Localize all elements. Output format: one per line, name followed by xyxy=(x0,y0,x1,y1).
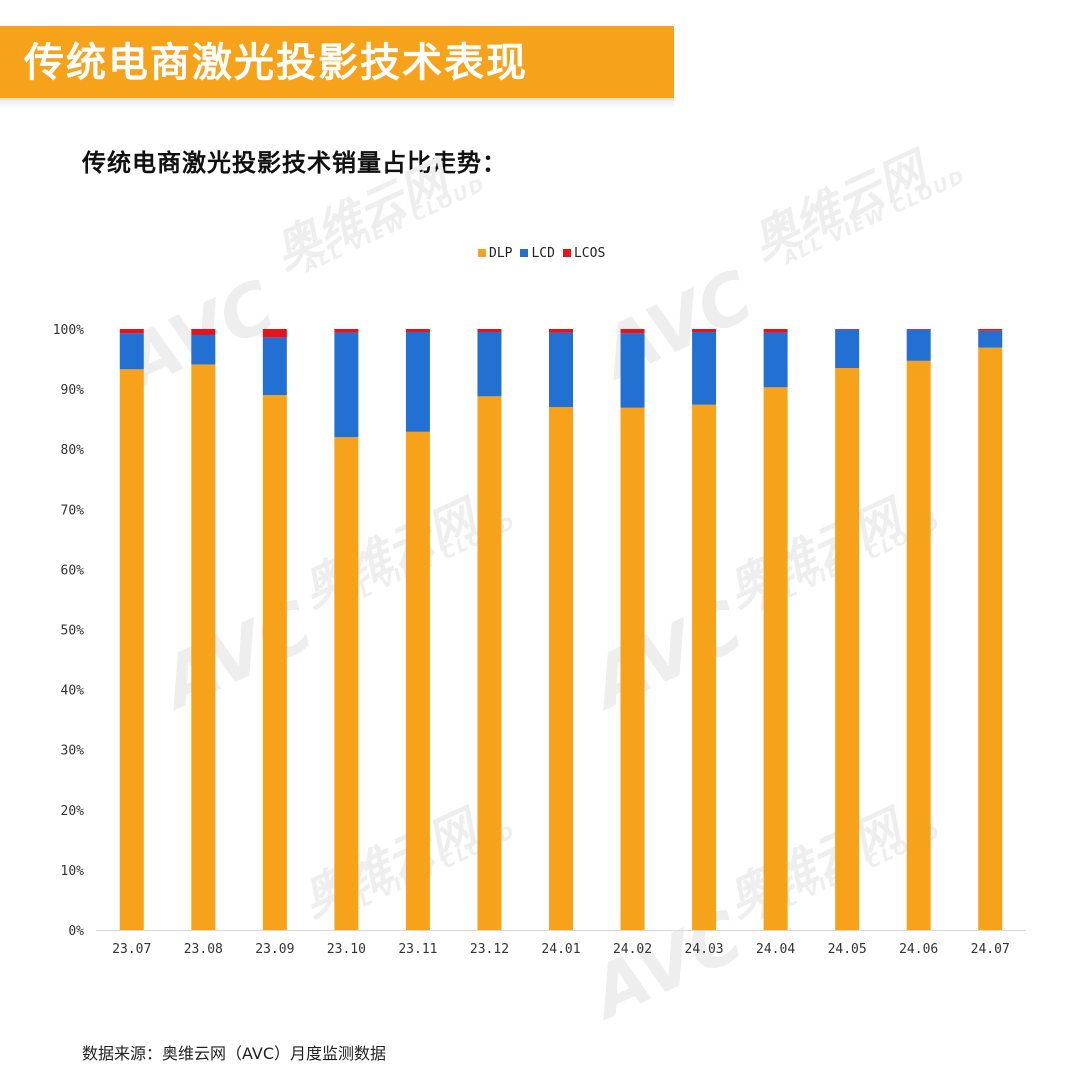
x-tick-label: 24.06 xyxy=(899,942,938,957)
bar-lcd xyxy=(692,332,717,405)
chart-subtitle: 传统电商激光投影技术销量占比走势： xyxy=(82,149,507,177)
header-banner xyxy=(0,26,674,100)
y-tick-label: 10% xyxy=(61,864,85,879)
y-tick-label: 40% xyxy=(61,684,85,699)
x-tick-label: 24.04 xyxy=(756,942,795,957)
x-tick-label: 23.10 xyxy=(327,942,366,957)
bar-lcd xyxy=(262,337,287,396)
legend-item-lcd: LCD xyxy=(520,245,555,261)
bar-lcos xyxy=(334,329,359,333)
y-tick-label: 50% xyxy=(61,624,85,639)
legend-swatch-dlp xyxy=(478,249,486,257)
bar-dlp xyxy=(692,404,717,931)
bar-lcos xyxy=(119,329,144,334)
bar-dlp xyxy=(477,396,502,930)
legend-item-dlp: DLP xyxy=(478,246,512,261)
header-shadow xyxy=(0,98,674,108)
y-tick-label: 0% xyxy=(68,924,84,939)
data-source-note: 数据来源：奥维云网（AVC）月度监测数据 xyxy=(82,1044,387,1063)
bar-dlp xyxy=(119,369,144,930)
legend-label: DLP xyxy=(489,245,513,261)
y-tick-label: 100% xyxy=(53,323,84,338)
legend-label: LCOS xyxy=(573,245,606,261)
bar-lcos xyxy=(262,329,287,338)
bar-dlp xyxy=(620,407,645,931)
bar-lcd xyxy=(549,332,573,408)
bar-lcos xyxy=(549,329,573,333)
x-tick-label: 23.07 xyxy=(112,942,151,957)
bar-dlp xyxy=(835,368,860,930)
bar-lcos xyxy=(763,329,788,333)
bar-lcos xyxy=(191,329,216,336)
bar-lcos xyxy=(405,329,430,332)
y-tick-label: 30% xyxy=(61,744,85,759)
bar-lcd xyxy=(835,329,860,369)
x-tick-label: 24.07 xyxy=(971,942,1010,957)
legend-item-lcos: LCOS xyxy=(562,245,606,261)
bar-dlp xyxy=(334,437,359,930)
x-tick-label: 23.08 xyxy=(184,942,223,957)
x-tick-label: 24.02 xyxy=(613,942,652,957)
x-tick-label: 23.09 xyxy=(255,942,294,957)
y-tick-label: 20% xyxy=(61,804,85,819)
bar-lcd xyxy=(334,332,359,438)
bar-lcos xyxy=(477,329,502,332)
bar-lcd xyxy=(477,332,502,397)
bar-lcd xyxy=(620,333,645,408)
bar-dlp xyxy=(978,347,1003,930)
bar-lcos xyxy=(835,329,860,330)
bar-lcd xyxy=(906,329,931,361)
bar-dlp xyxy=(906,360,931,931)
y-tick-label: 80% xyxy=(61,443,85,458)
x-tick-label: 24.01 xyxy=(541,942,580,957)
bar-dlp xyxy=(549,407,573,930)
y-tick-label: 70% xyxy=(61,503,85,518)
bar-dlp xyxy=(262,395,287,930)
bar-lcos xyxy=(692,329,717,332)
x-tick-label: 23.12 xyxy=(470,942,509,957)
page-title: 传统电商激光投影技术表现 xyxy=(24,40,528,86)
bar-lcd xyxy=(405,332,430,432)
bar-lcos xyxy=(978,329,1003,331)
x-tick-label: 24.05 xyxy=(828,942,867,957)
y-tick-label: 90% xyxy=(61,383,85,398)
legend-label: LCD xyxy=(531,245,555,261)
y-tick-label: 60% xyxy=(61,563,85,578)
bar-lcos xyxy=(620,329,645,334)
bar-lcd xyxy=(763,332,788,388)
bar-lcd xyxy=(119,333,144,370)
bar-dlp xyxy=(405,431,430,930)
bar-lcd xyxy=(191,335,216,365)
legend-swatch-lcd xyxy=(520,249,529,257)
x-tick-label: 24.03 xyxy=(685,942,724,957)
legend-swatch-lcos xyxy=(562,249,571,257)
bar-lcos xyxy=(906,329,931,330)
bar-dlp xyxy=(191,364,216,931)
bar-lcd xyxy=(978,330,1003,348)
x-tick-label: 23.11 xyxy=(398,942,437,957)
bar-dlp xyxy=(763,387,788,930)
chart-legend: DLP LCD LCOS xyxy=(478,243,613,263)
